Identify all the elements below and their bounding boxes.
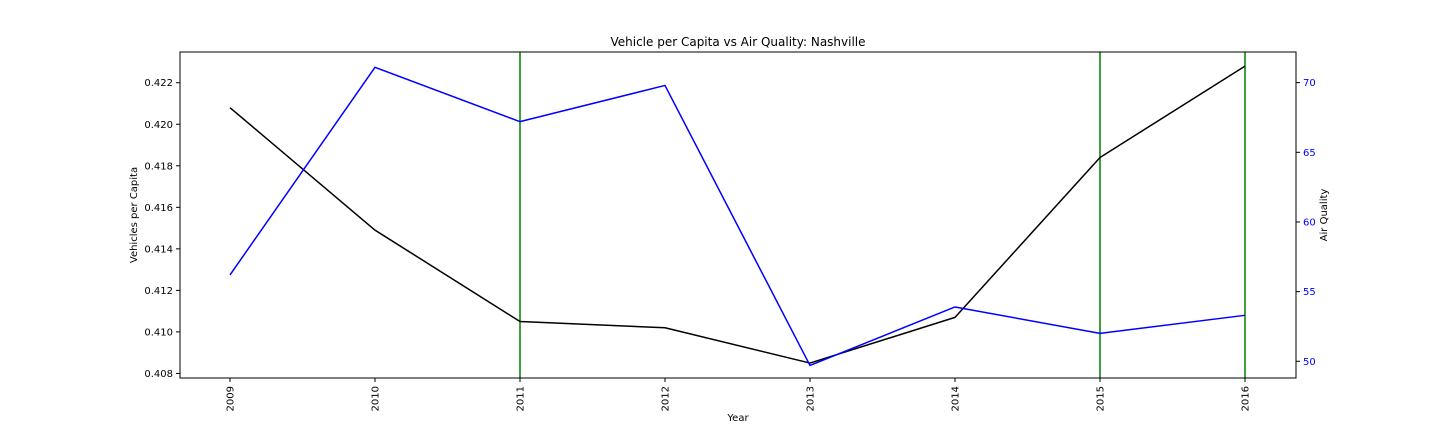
y-left-tick-label: 0.408 (144, 369, 173, 380)
y-left-tick-label: 0.422 (144, 78, 173, 89)
x-tick-label: 2014 (951, 386, 962, 411)
x-axis-label: Year (726, 413, 749, 424)
y-left-tick-label: 0.416 (144, 203, 173, 214)
y-left-tick-label: 0.410 (144, 327, 173, 338)
x-tick-label: 2015 (1096, 386, 1107, 411)
y-right-tick-label: 70 (1303, 78, 1316, 89)
y-right-tick-label: 60 (1303, 217, 1316, 228)
y-right-tick-label: 55 (1303, 287, 1316, 298)
y-axis-right-label: Air Quality (1319, 189, 1330, 242)
y-left-tick-label: 0.414 (144, 244, 173, 255)
y-left-tick-label: 0.418 (144, 161, 173, 172)
y-right-tick-label: 65 (1303, 148, 1316, 159)
series-line-left (229, 65, 1246, 364)
x-tick-label: 2016 (1241, 386, 1252, 411)
y-left-tick-label: 0.412 (144, 286, 173, 297)
plot-frame (179, 51, 1297, 379)
y-right-tick-label: 50 (1303, 357, 1316, 368)
x-tick-label: 2011 (516, 386, 527, 411)
series-line-right (229, 66, 1246, 367)
x-tick-label: 2010 (371, 386, 382, 411)
x-tick-label: 2013 (806, 386, 817, 411)
chart-title: Vehicle per Capita vs Air Quality: Nashv… (610, 35, 865, 49)
x-tick-label: 2012 (661, 386, 672, 411)
y-axis-left-label: Vehicles per Capita (129, 167, 140, 263)
x-tick-label: 2009 (226, 386, 237, 411)
y-left-tick-label: 0.420 (144, 120, 173, 131)
